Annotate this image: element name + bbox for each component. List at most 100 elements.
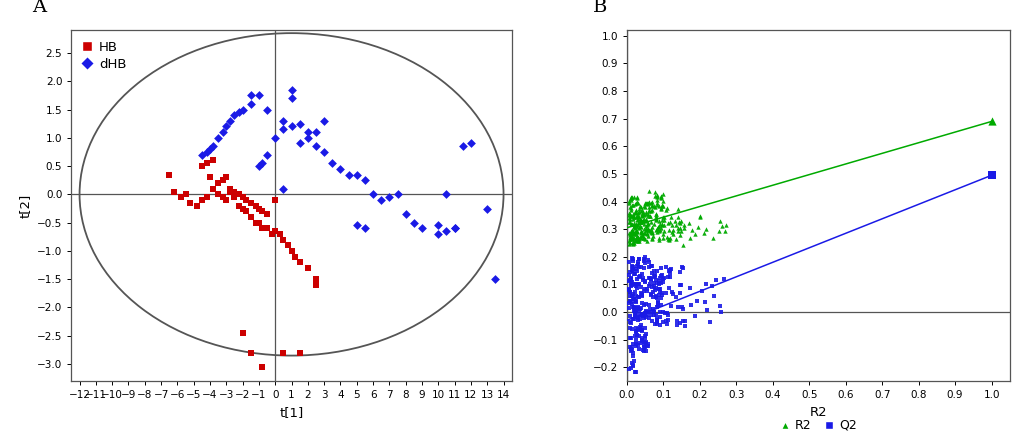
Point [630,280,646,287]
Point [640,198,656,205]
Point [621,285,637,292]
Point [630,236,646,242]
Point [625,341,641,348]
Point [624,316,640,323]
Point [624,292,640,299]
Point [357,177,373,184]
Point [660,227,677,234]
Point [631,209,647,216]
Point [659,236,676,243]
Point [655,275,672,281]
Point [627,230,643,237]
Point [659,220,676,227]
Point [652,193,668,200]
Point [638,211,654,218]
Point [623,193,639,200]
Point [254,208,270,215]
Point [316,117,332,124]
Point [635,310,651,317]
Point [633,337,649,344]
Point [701,319,717,326]
Point [633,326,649,333]
Point [634,211,650,218]
Point [623,230,639,237]
Point [231,191,248,198]
Point [624,352,640,359]
Point [664,227,681,234]
Point [628,227,644,234]
Point [636,254,652,261]
Point [251,163,267,170]
Point [243,213,259,220]
Point [627,333,643,339]
Point [650,281,666,288]
Point [624,263,640,270]
Point [622,297,638,304]
Point [621,278,637,284]
Point [627,221,643,228]
Point [624,227,640,234]
Point [669,213,686,220]
Point [621,237,637,244]
Point [348,171,365,178]
Point [621,229,637,236]
Point [628,327,644,334]
Point [652,194,668,201]
Point [637,222,653,229]
Point [629,227,645,234]
Point [638,200,654,207]
Point [626,297,642,304]
Point [655,227,672,234]
Point [629,304,645,310]
Point [649,300,665,307]
Point [623,335,639,342]
Legend: HB, dHB: HB, dHB [77,37,130,75]
Point [627,221,643,228]
Point [636,325,652,332]
Point [663,222,680,229]
Point [648,317,664,323]
Point [652,294,668,301]
Point [205,157,221,164]
Point [643,292,659,299]
Point [621,204,637,211]
Point [629,198,645,205]
Point [629,215,645,222]
Point [622,268,638,275]
Point [633,300,649,307]
Point [626,223,642,230]
Point [644,306,660,313]
Point [172,194,189,200]
Point [194,197,210,204]
Point [628,234,644,241]
Point [682,234,698,241]
Point [667,322,684,329]
Point [628,298,644,305]
Point [686,230,702,237]
Point [637,314,653,321]
Point [637,348,653,355]
Point [715,276,732,283]
Point [300,265,316,271]
Point [628,235,644,242]
Point [640,314,656,321]
Point [636,341,652,348]
Point [636,215,652,222]
Point [638,237,654,244]
Point [463,140,479,147]
Point [648,201,664,208]
Point [634,312,650,319]
Legend: R2, Q2: R2, Q2 [776,417,858,433]
Point [205,185,221,192]
Point [621,366,637,373]
Point [625,362,641,369]
Point [652,204,668,211]
Point [634,292,650,299]
Point [430,230,446,237]
Point [308,276,324,283]
Point [202,145,218,152]
Point [642,262,658,269]
Point [687,313,703,320]
Point [648,304,664,310]
Point [630,213,646,220]
